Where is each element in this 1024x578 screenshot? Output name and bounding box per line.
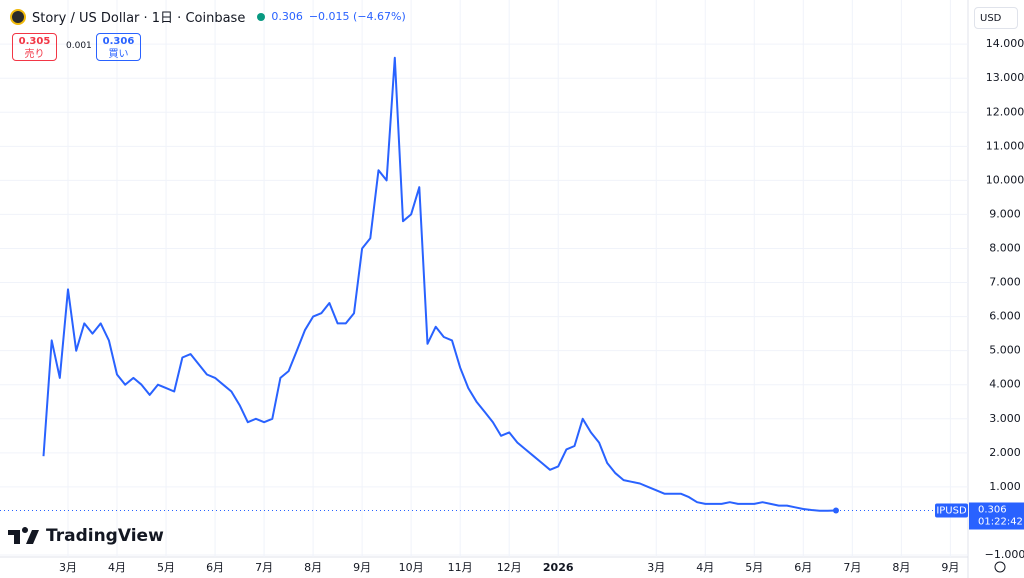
x-tick-label: 3月: [647, 561, 665, 574]
symbol-tag: [935, 503, 968, 518]
x-tick-label: 4月: [108, 561, 126, 574]
y-tick-label: 9.000: [989, 207, 1021, 220]
market-status: [257, 12, 266, 21]
symbol-title[interactable]: Story / US Dollar · 1日 · Coinbase: [32, 11, 246, 26]
symbol-header: Story / US Dollar · 1日 · Coinbase 0.306 …: [10, 7, 406, 26]
x-tick-label: 5月: [745, 561, 763, 574]
sell-label: 売り: [24, 49, 45, 60]
x-tick-label: 4月: [696, 561, 714, 574]
price-line: [42, 56, 837, 512]
last-price: 0.306: [271, 10, 303, 23]
y-tick-label: 10.000: [986, 173, 1024, 186]
buy-button[interactable]: 0.306 買い: [96, 33, 141, 61]
x-tick-label: 6月: [206, 561, 224, 574]
price-tag-value: 0.306: [978, 505, 1007, 516]
x-tick-label: 12月: [497, 561, 522, 574]
spread: 0.001: [66, 41, 92, 51]
x-tick-label: 11月: [448, 561, 473, 574]
y-tick-label: 5.000: [989, 344, 1021, 357]
y-tick-label: 13.000: [986, 71, 1024, 84]
axes: −1.000 1.000 2.000 3.000 4.000 5.000 6.000 7.00…: [59, 37, 1024, 574]
sell-button[interactable]: 0.305 売り: [12, 33, 57, 61]
buy-label: 買い: [108, 49, 129, 60]
y-tick-label: 11.000: [986, 139, 1024, 152]
x-tick-label: 6月: [794, 561, 812, 574]
y-tick-label: −1.000: [985, 548, 1024, 561]
sell-price: 0.305: [18, 36, 51, 47]
y-tick-label: 8.000: [989, 241, 1021, 254]
y-tick-label: 3.000: [989, 412, 1021, 425]
x-tick-label: 9月: [941, 561, 959, 574]
x-tick-label: 7月: [843, 561, 861, 574]
tv-logo-text: TradingView: [46, 526, 164, 546]
price-tag: [969, 502, 1024, 530]
x-tick-label: 7月: [255, 561, 273, 574]
x-tick-label: 9月: [353, 561, 371, 574]
y-tick-label: 2.000: [989, 446, 1021, 459]
symbol-tag-text: IPUSD: [936, 506, 967, 517]
y-tick-label: 4.000: [989, 378, 1021, 391]
y-tick-label: 6.000: [989, 310, 1021, 323]
y-tick-label: 1.000: [989, 480, 1021, 493]
x-tick-label: 2026: [543, 561, 574, 574]
y-tick-label: 14.000: [986, 37, 1024, 50]
x-tick-label: 8月: [304, 561, 322, 574]
x-tick-label: 3月: [59, 561, 77, 574]
last-point: [832, 507, 839, 514]
y-tick-label: 12.000: [986, 105, 1024, 118]
buy-price: 0.306: [102, 36, 135, 47]
symbol-logo: [10, 8, 26, 25]
price-tag-countdown: 01:22:42: [978, 517, 1023, 528]
plot: [0, 56, 968, 514]
price-change: −0.015 (−4.67%): [308, 10, 406, 23]
settings-button[interactable]: [994, 561, 1006, 573]
currency-selector[interactable]: USD: [974, 7, 1018, 29]
tv-logo-shape: [8, 527, 39, 544]
grid: [0, 0, 968, 557]
tv-logo-icon: [8, 527, 39, 544]
x-tick-label: 5月: [157, 561, 175, 574]
x-tick-label: 8月: [892, 561, 910, 574]
y-tick-label: 7.000: [989, 276, 1021, 289]
tradingview-logo[interactable]: TradingView: [6, 526, 164, 546]
x-tick-label: 10月: [399, 561, 424, 574]
